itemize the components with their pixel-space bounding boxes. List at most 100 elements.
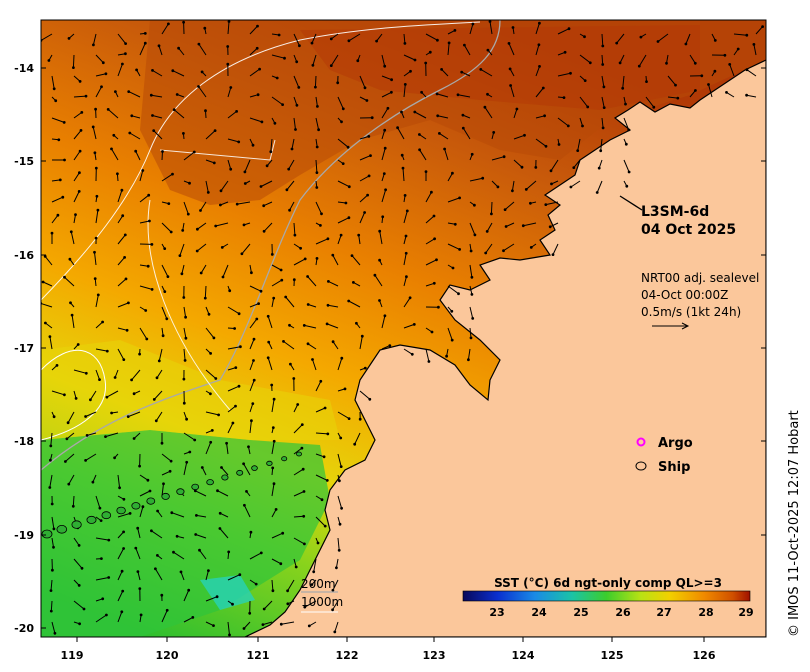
- current-vector: [152, 69, 163, 77]
- current-vector: [161, 306, 168, 319]
- current-vector-head: [94, 236, 98, 240]
- current-vector-head: [285, 188, 289, 192]
- current-vector-head: [538, 65, 541, 68]
- current-vector: [293, 468, 304, 476]
- current-vector-head: [188, 450, 192, 454]
- current-vector: [436, 93, 449, 98]
- current-vector-head: [551, 253, 555, 257]
- current-vector-head: [94, 107, 97, 111]
- current-vector-head: [541, 86, 545, 90]
- current-vector-head: [128, 512, 132, 515]
- current-vector: [469, 327, 472, 338]
- colorbar-tick: 26: [615, 606, 631, 619]
- current-vector: [535, 44, 540, 56]
- current-vector-head: [340, 506, 344, 510]
- current-vector: [315, 516, 326, 527]
- current-vector: [315, 96, 318, 107]
- current-vector: [570, 180, 581, 188]
- current-vector-head: [255, 46, 259, 50]
- current-vector-head: [136, 526, 140, 530]
- current-vector-head: [136, 570, 140, 573]
- isobath-200m: [41, 20, 501, 471]
- current-vector: [337, 537, 340, 551]
- current-vector-head: [214, 377, 218, 380]
- argo-marker: [636, 437, 646, 447]
- current-vector-head: [200, 466, 204, 469]
- current-vector-head: [130, 114, 134, 118]
- current-vector-head: [84, 415, 87, 418]
- current-vector: [337, 234, 342, 245]
- current-vector: [117, 590, 124, 602]
- colorbar-tick: 23: [489, 606, 504, 619]
- current-vector-head: [160, 593, 164, 597]
- current-vector-head: [168, 469, 172, 473]
- current-vector-head: [167, 202, 171, 206]
- current-time: 04-Oct 00:00Z: [641, 288, 728, 302]
- current-vector: [337, 495, 343, 509]
- current-vector-head: [257, 302, 261, 306]
- current-vector-head: [289, 362, 292, 366]
- colorbar-tick: 25: [573, 606, 588, 619]
- current-vector: [249, 25, 258, 35]
- current-vector: [227, 385, 240, 392]
- current-vector-head: [433, 237, 437, 241]
- current-vector-head: [595, 191, 599, 194]
- current-vector-head: [50, 231, 54, 235]
- current-vector-head: [299, 246, 303, 250]
- current-vector: [490, 201, 493, 214]
- current-vector-head: [249, 530, 253, 534]
- current-vector-head: [63, 158, 66, 162]
- current-vector-head: [77, 544, 81, 547]
- current-vector: [689, 54, 696, 64]
- current-vector-head: [150, 529, 153, 533]
- current-vector-head: [471, 22, 475, 26]
- current-vector-head: [95, 194, 99, 198]
- current-vector: [337, 217, 350, 224]
- current-vector: [183, 590, 190, 602]
- current-vector: [359, 135, 369, 140]
- current-vector: [545, 201, 559, 206]
- current-vector-head: [325, 322, 329, 326]
- current-vector: [315, 432, 328, 435]
- current-vector-head: [306, 275, 310, 278]
- current-vector-head: [288, 323, 291, 327]
- ship-observation: [101, 511, 112, 520]
- current-vector: [73, 111, 83, 119]
- current-vector: [217, 490, 229, 497]
- current-vector-head: [134, 149, 138, 153]
- current-vector-head: [338, 522, 342, 526]
- current-vector-head: [256, 93, 260, 97]
- current-vector-head: [306, 303, 310, 306]
- current-vector-head: [122, 358, 126, 362]
- current-vector-head: [139, 613, 143, 617]
- current-vector-head: [323, 406, 327, 410]
- ship-observation: [41, 529, 53, 539]
- current-vector-head: [326, 237, 330, 241]
- current-vector: [128, 91, 141, 98]
- current-vector-head: [383, 64, 387, 68]
- current-vector-head: [182, 377, 186, 381]
- current-vector-head: [209, 392, 212, 396]
- current-vector-head: [627, 170, 631, 174]
- current-vector-head: [165, 608, 169, 612]
- current-vector: [335, 558, 339, 568]
- current-vector-head: [84, 459, 87, 462]
- current-vector-head: [66, 421, 70, 425]
- current-vector: [249, 552, 262, 560]
- current-vector-head: [676, 96, 680, 100]
- current-vector-head: [346, 145, 350, 149]
- current-vector: [579, 96, 589, 108]
- current-vector: [196, 243, 207, 252]
- current-vector: [425, 282, 435, 287]
- current-vector: [155, 411, 163, 422]
- current-vector-head: [761, 25, 764, 29]
- current-vector-head: [335, 566, 338, 570]
- current-vector-head: [296, 403, 300, 406]
- current-vector: [183, 348, 186, 361]
- current-vector-head: [265, 164, 269, 168]
- current-vector-head: [694, 89, 697, 92]
- current-vector-head: [110, 147, 113, 151]
- current-vector-head: [583, 35, 586, 39]
- current-vector-head: [367, 174, 371, 178]
- ship-observation: [266, 460, 273, 466]
